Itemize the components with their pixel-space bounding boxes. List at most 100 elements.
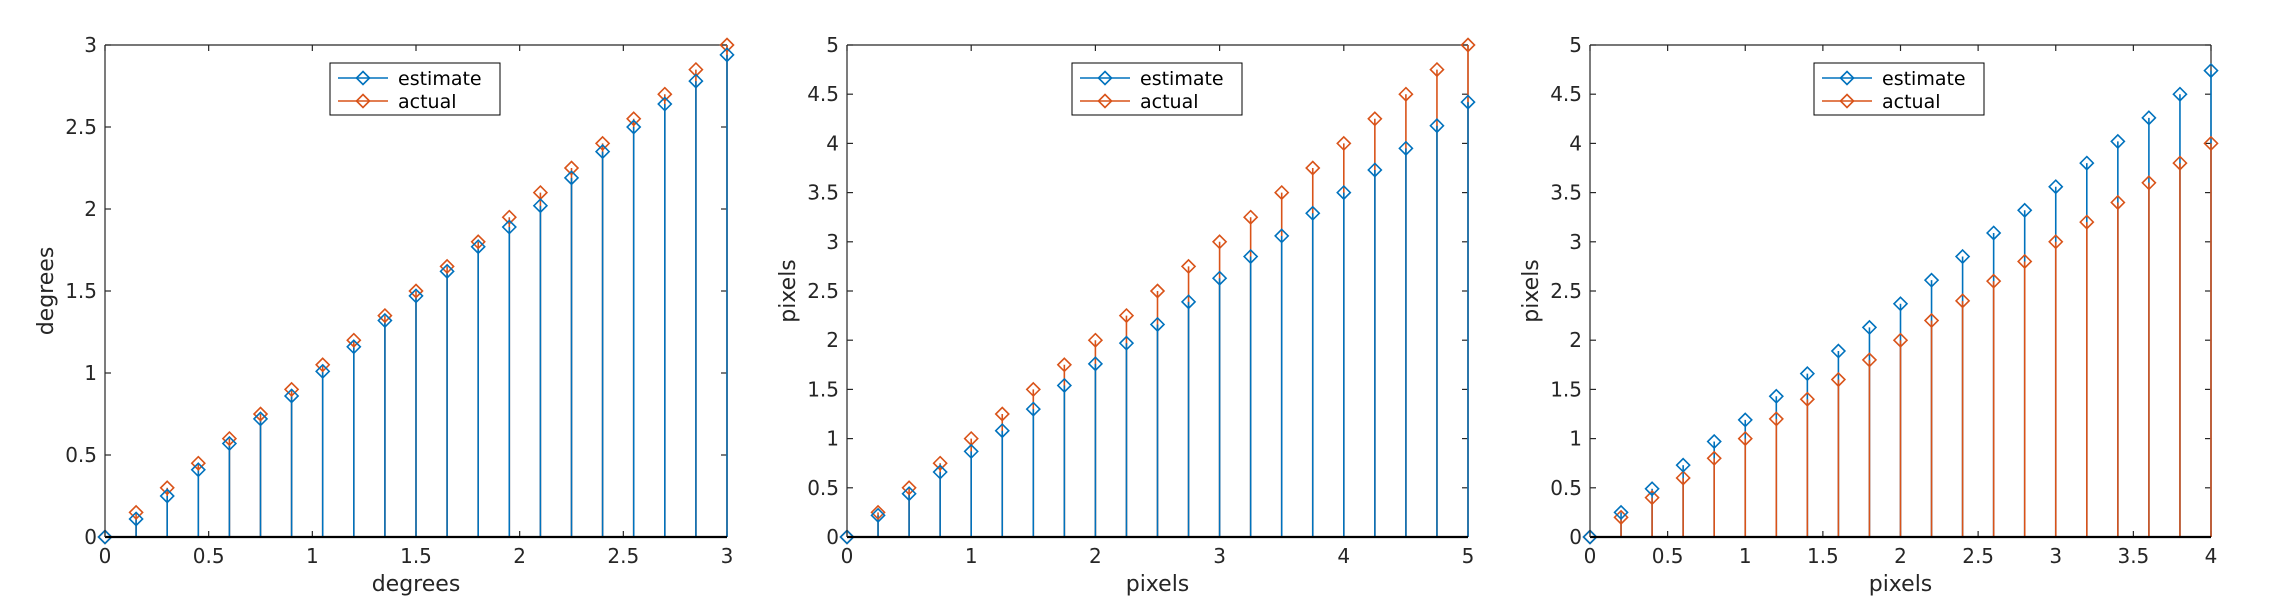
actual-marker xyxy=(1986,273,2002,289)
estimate-marker xyxy=(1243,248,1259,265)
x-tick-label: 1.5 xyxy=(1807,544,1839,568)
actual-marker xyxy=(1367,111,1383,127)
actual-marker xyxy=(688,61,704,78)
actual-marker xyxy=(2110,194,2126,211)
actual-marker xyxy=(2141,175,2157,191)
actual-marker xyxy=(377,307,393,324)
estimate-marker xyxy=(97,529,113,545)
y-tick-label: 1.5 xyxy=(65,279,97,303)
legend-actual-label: actual xyxy=(1140,91,1199,113)
estimate-marker xyxy=(1367,162,1383,178)
estimate-marker xyxy=(1087,356,1104,372)
estimate-marker xyxy=(1768,388,1784,404)
estimate-marker xyxy=(1706,433,1722,450)
actual-marker xyxy=(2172,155,2188,171)
y-axis-label: degrees xyxy=(34,247,59,336)
estimate-marker xyxy=(901,486,917,502)
estimate-marker xyxy=(315,363,331,379)
x-tick-label: 0.5 xyxy=(1652,544,1684,568)
legend-box xyxy=(1813,62,1985,116)
x-tick-label: 1.5 xyxy=(400,544,432,568)
estimate-marker xyxy=(2048,179,2064,195)
actual-marker xyxy=(2048,234,2064,250)
estimate-marker xyxy=(1398,140,1414,156)
chart-panel-3: 0 0.5 1 1.5 2 2.5 3 3.5 4 4.5 5 0 0.5 1 1.5 2 2.5 3 3.5 4 pi… xyxy=(1519,33,2219,597)
y-tick-label: 2.5 xyxy=(1550,279,1582,303)
estimate-marker xyxy=(1056,377,1072,394)
actual-marker xyxy=(2017,253,2033,270)
estimate-marker xyxy=(501,219,517,235)
actual-marker xyxy=(2203,135,2219,152)
y-axis-label: pixels xyxy=(776,259,801,323)
y-tick-label: 0.5 xyxy=(65,443,97,467)
actual-marker xyxy=(1768,411,1784,427)
actual-marker xyxy=(159,480,175,496)
actual-marker xyxy=(221,430,238,447)
estimate-marker xyxy=(221,435,238,452)
x-tick-label: 2 xyxy=(513,544,526,568)
y-tick-label: 2 xyxy=(1569,328,1582,352)
legend-actual-label: actual xyxy=(1882,91,1941,113)
estimate-marker xyxy=(128,511,144,527)
x-tick-label: 2 xyxy=(1089,544,1102,568)
x-tick-label: 2.5 xyxy=(1962,544,1994,568)
legend-actual-marker xyxy=(355,93,371,109)
actual-marker xyxy=(1799,391,1815,407)
x-tick-label: 1 xyxy=(1739,544,1752,568)
estimate-marker xyxy=(657,96,673,112)
y-tick-label: 3 xyxy=(84,33,97,57)
y-tick-label: 4.5 xyxy=(1550,82,1582,106)
y-tick-label: 2 xyxy=(826,328,839,352)
actual-marker xyxy=(315,357,331,373)
x-tick-label: 5 xyxy=(1462,544,1475,568)
estimate-marker xyxy=(963,443,979,460)
legend-box xyxy=(329,62,501,116)
x-tick-label: 3 xyxy=(2049,544,2062,568)
actual-marker xyxy=(1429,61,1445,78)
y-tick-label: 1 xyxy=(1569,427,1582,451)
estimate-marker xyxy=(2141,110,2157,126)
y-tick-label: 2 xyxy=(84,197,97,221)
estimate-marker xyxy=(1675,457,1691,473)
estimate-marker xyxy=(1892,296,1909,312)
estimate-marker xyxy=(1986,225,2002,241)
y-tick-label: 0 xyxy=(826,525,839,549)
estimate-marker xyxy=(1336,184,1352,201)
estimate-marker xyxy=(563,170,580,186)
actual-marker xyxy=(190,455,206,471)
legend-estimate-marker xyxy=(1839,70,1855,86)
legend-estimate-marker xyxy=(355,70,371,86)
estimate-marker xyxy=(159,488,175,504)
estimate-marker xyxy=(1180,294,1197,310)
y-tick-label: 5 xyxy=(826,33,839,57)
actual-marker xyxy=(1336,135,1352,152)
estimate-marker xyxy=(1830,343,1847,359)
estimate-marker xyxy=(870,507,886,523)
x-tick-label: 2 xyxy=(1894,544,1907,568)
actual-marker xyxy=(501,209,517,225)
x-axis-label: pixels xyxy=(1869,572,1933,597)
actual-marker xyxy=(1675,470,1691,486)
actual-marker xyxy=(1398,86,1414,102)
x-tick-label: 1 xyxy=(965,544,978,568)
legend-actual-label: actual xyxy=(398,91,457,113)
estimate-marker xyxy=(1149,316,1166,333)
estimate-marker xyxy=(594,143,611,160)
y-tick-label: 2.5 xyxy=(807,279,839,303)
actual-marker xyxy=(1706,450,1722,466)
chart-panel-2: 0 0.5 1 1.5 2 2.5 3 3.5 4 4.5 5 0 1 2 3 4 5 pixels pixels e… xyxy=(776,33,1476,597)
estimate-marker xyxy=(1923,272,1940,288)
actual-marker xyxy=(1118,307,1135,324)
x-tick-label: 3 xyxy=(1213,544,1226,568)
actual-marker xyxy=(626,111,642,127)
legend-estimate-marker xyxy=(1097,70,1113,86)
actual-marker xyxy=(283,381,300,398)
estimate-marker xyxy=(1861,319,1878,336)
actual-marker xyxy=(932,455,948,471)
estimate-marker xyxy=(1954,248,1971,265)
actual-marker xyxy=(252,406,269,422)
chart-panel-1: 0 0.5 1 1.5 2 2.5 3 0 0.5 1 1.5 2 2.5 3 degrees degrees… xyxy=(34,33,735,597)
y-tick-label: 0.5 xyxy=(1550,476,1582,500)
